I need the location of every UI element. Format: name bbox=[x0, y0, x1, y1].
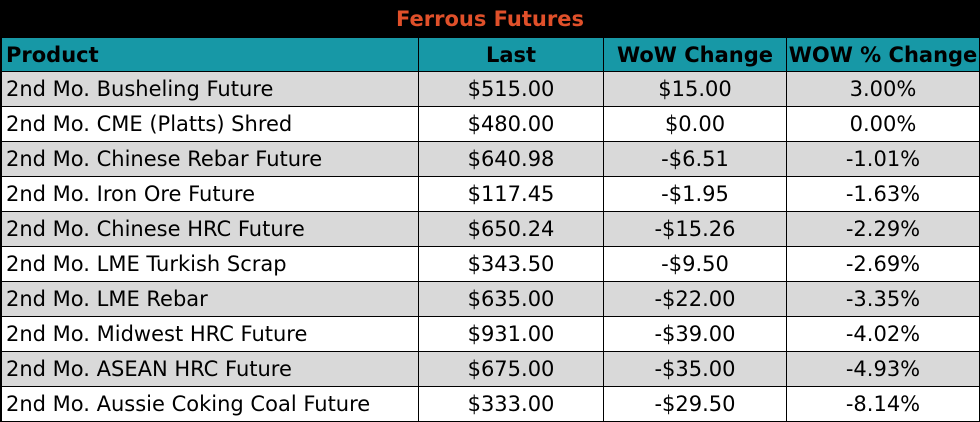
cell-product: 2nd Mo. LME Rebar bbox=[1, 281, 419, 317]
futures-table: Product Last WoW Change WOW % Change 2nd… bbox=[1, 37, 980, 422]
cell-product: 2nd Mo. Iron Ore Future bbox=[1, 176, 419, 212]
cell-wow-change: $0.00 bbox=[603, 106, 787, 142]
cell-last: $343.50 bbox=[418, 246, 604, 282]
table-row: 2nd Mo. Busheling Future $515.00 $15.00 … bbox=[1, 71, 980, 107]
cell-product: 2nd Mo. Midwest HRC Future bbox=[1, 316, 419, 352]
cell-product: 2nd Mo. ASEAN HRC Future bbox=[1, 351, 419, 387]
cell-last: $931.00 bbox=[418, 316, 604, 352]
cell-wow-change: -$6.51 bbox=[603, 141, 787, 177]
table-row: 2nd Mo. Chinese Rebar Future $640.98 -$6… bbox=[1, 141, 980, 177]
cell-last: $480.00 bbox=[418, 106, 604, 142]
cell-product: 2nd Mo. Chinese HRC Future bbox=[1, 211, 419, 247]
cell-wow-pct-change: -4.93% bbox=[786, 351, 980, 387]
table-row: 2nd Mo. ASEAN HRC Future $675.00 -$35.00… bbox=[1, 351, 980, 387]
cell-wow-pct-change: 3.00% bbox=[786, 71, 980, 107]
cell-wow-pct-change: -2.69% bbox=[786, 246, 980, 282]
cell-product: 2nd Mo. Chinese Rebar Future bbox=[1, 141, 419, 177]
cell-last: $650.24 bbox=[418, 211, 604, 247]
table-row: 2nd Mo. Aussie Coking Coal Future $333.0… bbox=[1, 386, 980, 422]
cell-wow-pct-change: -3.35% bbox=[786, 281, 980, 317]
cell-last: $117.45 bbox=[418, 176, 604, 212]
cell-last: $675.00 bbox=[418, 351, 604, 387]
cell-product: 2nd Mo. LME Turkish Scrap bbox=[1, 246, 419, 282]
table-row: 2nd Mo. Chinese HRC Future $650.24 -$15.… bbox=[1, 211, 980, 247]
header-wow-change: WoW Change bbox=[603, 37, 787, 72]
cell-wow-change: -$1.95 bbox=[603, 176, 787, 212]
cell-product: 2nd Mo. Aussie Coking Coal Future bbox=[1, 386, 419, 422]
header-last: Last bbox=[418, 37, 604, 72]
table-row: 2nd Mo. Iron Ore Future $117.45 -$1.95 -… bbox=[1, 176, 980, 212]
cell-wow-change: -$15.26 bbox=[603, 211, 787, 247]
header-product: Product bbox=[1, 37, 419, 72]
cell-wow-pct-change: -8.14% bbox=[786, 386, 980, 422]
cell-wow-pct-change: 0.00% bbox=[786, 106, 980, 142]
cell-last: $635.00 bbox=[418, 281, 604, 317]
cell-last: $640.98 bbox=[418, 141, 604, 177]
cell-wow-pct-change: -1.63% bbox=[786, 176, 980, 212]
cell-wow-pct-change: -1.01% bbox=[786, 141, 980, 177]
cell-last: $333.00 bbox=[418, 386, 604, 422]
header-row: Product Last WoW Change WOW % Change bbox=[1, 37, 980, 72]
table-body: 2nd Mo. Busheling Future $515.00 $15.00 … bbox=[1, 71, 980, 422]
table-title: Ferrous Futures bbox=[1, 1, 979, 37]
cell-wow-change: -$22.00 bbox=[603, 281, 787, 317]
table-row: 2nd Mo. LME Turkish Scrap $343.50 -$9.50… bbox=[1, 246, 980, 282]
table-row: 2nd Mo. CME (Platts) Shred $480.00 $0.00… bbox=[1, 106, 980, 142]
table-row: 2nd Mo. Midwest HRC Future $931.00 -$39.… bbox=[1, 316, 980, 352]
table-row: 2nd Mo. LME Rebar $635.00 -$22.00 -3.35% bbox=[1, 281, 980, 317]
cell-wow-change: -$35.00 bbox=[603, 351, 787, 387]
cell-wow-change: -$29.50 bbox=[603, 386, 787, 422]
header-wow-pct-change: WOW % Change bbox=[786, 37, 980, 72]
cell-wow-pct-change: -4.02% bbox=[786, 316, 980, 352]
cell-product: 2nd Mo. Busheling Future bbox=[1, 71, 419, 107]
cell-wow-change: $15.00 bbox=[603, 71, 787, 107]
cell-product: 2nd Mo. CME (Platts) Shred bbox=[1, 106, 419, 142]
cell-wow-change: -$9.50 bbox=[603, 246, 787, 282]
cell-last: $515.00 bbox=[418, 71, 604, 107]
cell-wow-pct-change: -2.29% bbox=[786, 211, 980, 247]
cell-wow-change: -$39.00 bbox=[603, 316, 787, 352]
